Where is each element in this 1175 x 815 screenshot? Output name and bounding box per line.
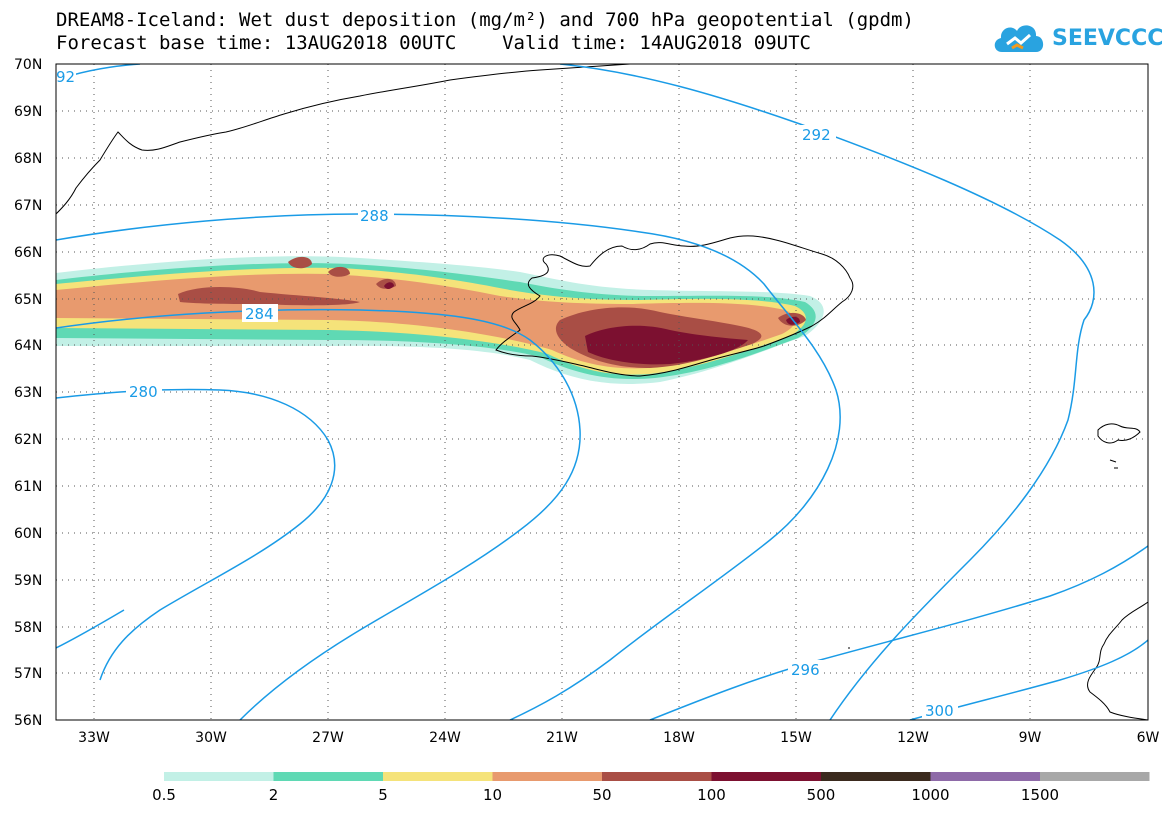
- lat-label: 65N: [14, 292, 42, 308]
- lat-label: 61N: [14, 479, 42, 495]
- legend-swatch: [711, 772, 821, 781]
- legend-label: 100: [697, 786, 726, 804]
- lat-label: 56N: [14, 713, 42, 729]
- map-frame: [55, 63, 1149, 721]
- contour-280: [56, 388, 336, 681]
- lat-label: 70N: [14, 57, 42, 73]
- dust-deposition-field: [56, 256, 824, 384]
- contour-label: 288: [360, 207, 389, 225]
- lat-label: 63N: [14, 385, 42, 401]
- legend-label: 0.5: [152, 786, 176, 804]
- color-legend: 0.5 2 5 10 50 100 500 1000 1500: [152, 772, 1150, 804]
- lon-label: 6W: [1137, 730, 1160, 746]
- dust-level-100: [384, 282, 800, 365]
- lon-label: 9W: [1019, 730, 1042, 746]
- lon-label: 24W: [429, 730, 461, 746]
- legend-swatch: [1040, 772, 1150, 781]
- legend-label: 500: [807, 786, 836, 804]
- lon-label: 12W: [897, 730, 929, 746]
- legend-label: 50: [592, 786, 611, 804]
- lat-label: 66N: [14, 245, 42, 261]
- contour-label: 292: [802, 126, 831, 144]
- map-grid: [56, 64, 1148, 720]
- contour-labels: 92 292 288 284 280 296 300: [52, 68, 958, 720]
- forecast-time-line: Forecast base time: 13AUG2018 00UTC Vali…: [56, 32, 811, 54]
- contour-label: 284: [245, 305, 274, 323]
- lon-label: 33W: [78, 730, 110, 746]
- iceland-coast: [495, 235, 854, 377]
- lat-label: 68N: [14, 151, 42, 167]
- legend-label: 5: [378, 786, 388, 804]
- lat-label: 69N: [14, 104, 42, 120]
- legend-swatch: [383, 772, 493, 781]
- legend-swatch: [492, 772, 602, 781]
- lat-label: 67N: [14, 198, 42, 214]
- legend-label: 1500: [1021, 786, 1059, 804]
- contour-label: 92: [56, 68, 75, 86]
- scotland-coast: [1087, 601, 1148, 720]
- lat-label: 64N: [14, 338, 42, 354]
- legend-swatch: [821, 772, 931, 781]
- faroe-shetland-coast: [1097, 423, 1141, 469]
- lon-label: 30W: [195, 730, 227, 746]
- legend-label: 10: [483, 786, 502, 804]
- contour-label: 300: [925, 702, 954, 720]
- legend-label: 2: [269, 786, 279, 804]
- seevccc-logo: SEEVCCC: [990, 18, 1163, 58]
- contour-label: 280: [129, 383, 158, 401]
- cloud-icon: [994, 25, 1044, 52]
- lon-label: 21W: [546, 730, 578, 746]
- map-title: DREAM8-Iceland: Wet dust deposition (mg/…: [56, 9, 914, 31]
- longitude-labels: 33W 30W 27W 24W 21W 18W 15W 12W 9W 6W: [78, 730, 1159, 746]
- legend-swatch: [930, 772, 1040, 781]
- lon-label: 27W: [312, 730, 344, 746]
- legend-swatch: [602, 772, 712, 781]
- latitude-labels: 70N 69N 68N 67N 66N 65N 64N 63N 62N 61N …: [14, 57, 42, 729]
- coastlines: [56, 64, 1148, 720]
- legend-swatch: [273, 772, 383, 781]
- lat-label: 58N: [14, 620, 42, 636]
- lon-label: 15W: [780, 730, 812, 746]
- contour-296: [649, 545, 1148, 720]
- lat-label: 57N: [14, 666, 42, 682]
- legend-swatch: [164, 772, 274, 781]
- lon-label: 18W: [663, 730, 695, 746]
- logo-text: SEEVCCC: [1052, 25, 1164, 51]
- greenland-coast: [56, 64, 631, 215]
- lat-label: 59N: [14, 573, 42, 589]
- contour-284: [56, 308, 581, 720]
- contour-label: 296: [791, 661, 820, 679]
- contour-280b: [56, 609, 125, 649]
- lat-label: 62N: [14, 432, 42, 448]
- legend-label: 1000: [911, 786, 949, 804]
- lat-label: 60N: [14, 526, 42, 542]
- contour-288: [56, 213, 841, 720]
